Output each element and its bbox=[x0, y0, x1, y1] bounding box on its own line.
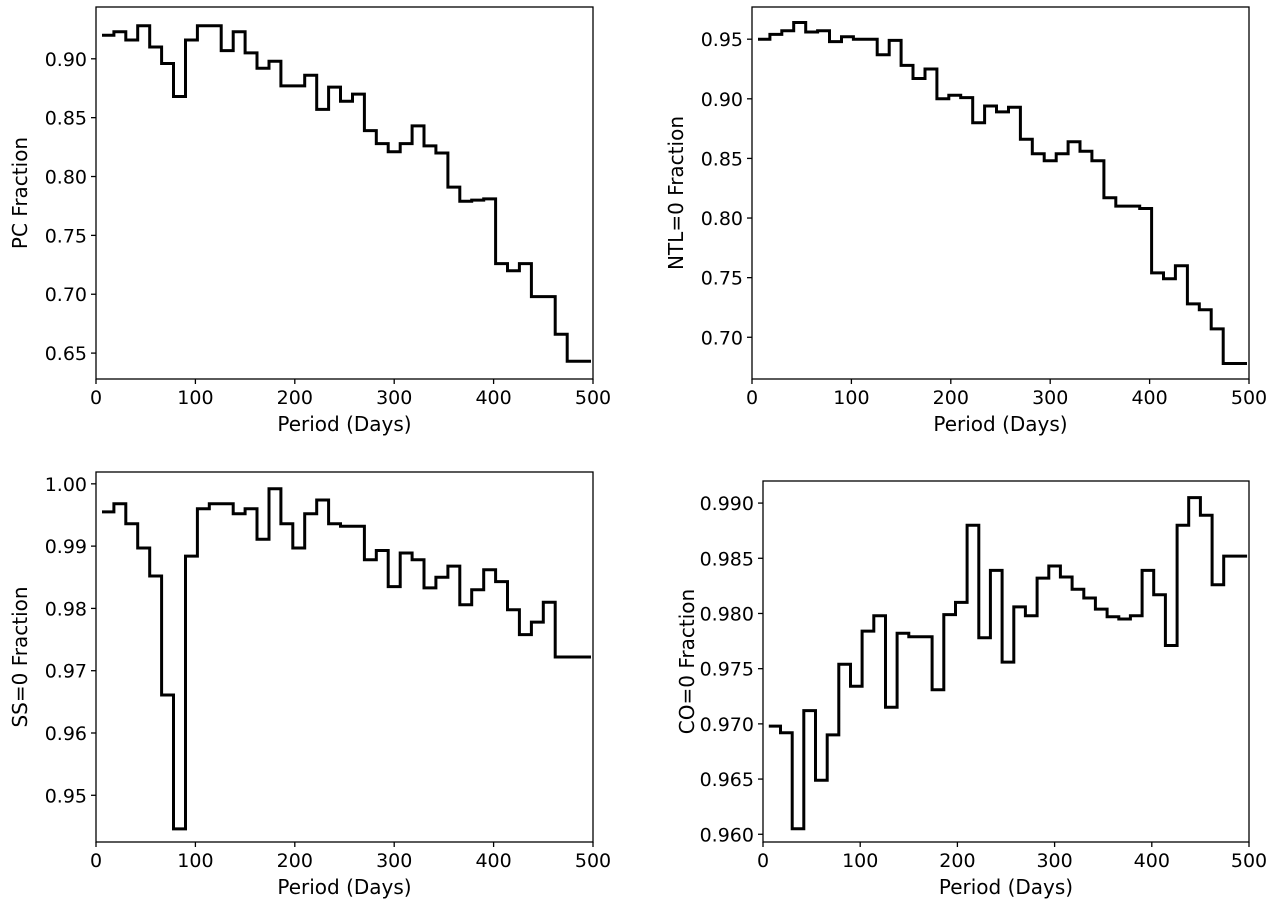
x-axis-label: Period (Days) bbox=[277, 412, 411, 436]
y-tick-label: 0.96 bbox=[45, 723, 87, 745]
x-tick-label: 200 bbox=[277, 387, 313, 409]
step-line-2 bbox=[758, 21, 1247, 365]
y-tick-label: 0.97 bbox=[45, 661, 87, 683]
x-tick-label: 0 bbox=[757, 850, 769, 872]
y-tick-label: 0.99 bbox=[45, 536, 87, 558]
plot-frame-2 bbox=[751, 6, 1250, 380]
y-axis-label: SS=0 Fraction bbox=[8, 586, 32, 727]
y-tick-label: 0.75 bbox=[45, 225, 87, 247]
y-tick-label: 0.65 bbox=[45, 343, 87, 365]
y-tick-label: 0.80 bbox=[45, 167, 87, 189]
y-tick-label: 0.960 bbox=[700, 824, 754, 846]
y-tick-label: 0.90 bbox=[701, 89, 743, 111]
y-tick-label: 1.00 bbox=[45, 474, 87, 496]
x-tick-label: 100 bbox=[842, 850, 878, 872]
x-tick-label: 400 bbox=[1134, 850, 1170, 872]
y-tick-label: 0.970 bbox=[700, 714, 754, 736]
y-tick-label: 0.70 bbox=[45, 284, 87, 306]
x-tick-label: 0 bbox=[90, 387, 102, 409]
x-tick-label: 0 bbox=[90, 850, 102, 872]
x-tick-label: 500 bbox=[1231, 387, 1267, 409]
x-tick-label: 0 bbox=[746, 387, 758, 409]
step-line-3 bbox=[102, 487, 591, 831]
y-tick-label: 0.98 bbox=[45, 598, 87, 620]
x-tick-label: 100 bbox=[833, 387, 869, 409]
x-tick-label: 300 bbox=[1036, 850, 1072, 872]
x-axis-label: Period (Days) bbox=[277, 875, 411, 899]
y-tick-label: 0.985 bbox=[700, 548, 754, 570]
y-tick-label: 0.90 bbox=[45, 49, 87, 71]
y-tick-label: 0.95 bbox=[701, 29, 743, 51]
y-tick-label: 0.975 bbox=[700, 659, 754, 681]
y-tick-label: 0.85 bbox=[45, 108, 87, 130]
x-tick-label: 200 bbox=[277, 850, 313, 872]
step-line-4 bbox=[768, 496, 1248, 831]
x-axis-label: Period (Days) bbox=[933, 412, 1067, 436]
x-tick-label: 300 bbox=[376, 850, 412, 872]
y-tick-label: 0.965 bbox=[700, 769, 754, 791]
plot-frame-1 bbox=[95, 6, 594, 380]
plot-frame-4 bbox=[762, 480, 1250, 843]
x-tick-label: 500 bbox=[575, 850, 611, 872]
y-tick-label: 0.95 bbox=[45, 785, 87, 807]
x-tick-label: 200 bbox=[939, 850, 975, 872]
x-tick-label: 400 bbox=[1131, 387, 1167, 409]
x-tick-label: 200 bbox=[933, 387, 969, 409]
subplot-1: 0 100 200 300 400 500 0.65 0.70 0.75 0.80 0.85 0.90… bbox=[8, 6, 611, 436]
y-tick-label: 0.85 bbox=[701, 148, 743, 170]
x-tick-label: 500 bbox=[575, 387, 611, 409]
x-tick-label: 300 bbox=[376, 387, 412, 409]
x-tick-label: 300 bbox=[1032, 387, 1068, 409]
y-tick-label: 0.80 bbox=[701, 208, 743, 230]
x-tick-label: 100 bbox=[177, 387, 213, 409]
x-tick-label: 100 bbox=[177, 850, 213, 872]
plot-frame-3 bbox=[95, 471, 594, 843]
subplot-2: 0 100 200 300 400 500 0.70 0.75 0.80 0.85 0.90 0.95… bbox=[664, 6, 1267, 436]
y-tick-label: 0.990 bbox=[700, 493, 754, 515]
y-tick-label: 0.980 bbox=[700, 603, 754, 625]
subplot-3: 0 100 200 300 400 500 0.95 0.96 0.97 0.98 0.99 1.00… bbox=[8, 471, 611, 899]
y-tick-label: 0.75 bbox=[701, 268, 743, 290]
y-tick-label: 0.70 bbox=[701, 327, 743, 349]
x-axis-label: Period (Days) bbox=[939, 875, 1073, 899]
x-tick-label: 400 bbox=[475, 850, 511, 872]
subplot-4: 0 100 200 300 400 500 0.960 0.965 0.970 0.975 0.98… bbox=[675, 480, 1267, 899]
y-axis-label: PC Fraction bbox=[8, 137, 32, 249]
step-line-1 bbox=[102, 24, 591, 363]
y-axis-label: NTL=0 Fraction bbox=[664, 116, 688, 270]
x-tick-label: 400 bbox=[475, 387, 511, 409]
x-tick-label: 500 bbox=[1231, 850, 1267, 872]
y-axis-label: CO=0 Fraction bbox=[675, 589, 699, 734]
